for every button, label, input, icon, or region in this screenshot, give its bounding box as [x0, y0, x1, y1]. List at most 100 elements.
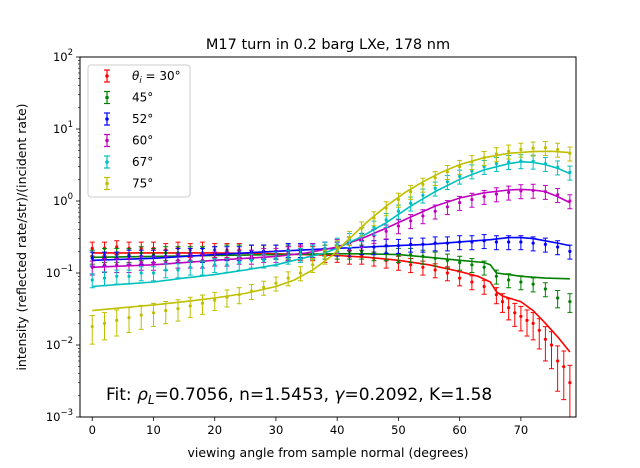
- marker: [543, 287, 547, 291]
- marker: [507, 160, 511, 164]
- marker: [372, 225, 376, 229]
- data-point: [175, 263, 181, 279]
- marker: [568, 300, 572, 304]
- marker: [176, 307, 180, 311]
- marker: [102, 263, 107, 267]
- marker: [500, 300, 505, 304]
- data-point: [469, 155, 475, 171]
- marker: [298, 271, 303, 275]
- marker: [494, 274, 498, 278]
- marker: [409, 263, 413, 267]
- marker: [127, 274, 131, 278]
- data-point: [199, 294, 205, 315]
- data-point: [469, 258, 475, 274]
- x-tick-label: 40: [330, 423, 345, 437]
- marker: [225, 295, 229, 299]
- data-point: [506, 235, 512, 251]
- marker: [568, 170, 572, 174]
- legend-marker: [105, 160, 109, 164]
- data-point: [506, 144, 512, 160]
- data-point: [114, 269, 120, 285]
- marker: [409, 219, 413, 223]
- marker: [151, 271, 156, 275]
- marker: [249, 289, 254, 293]
- marker: [494, 293, 498, 297]
- marker: [102, 321, 107, 325]
- legend-entry: 60°: [104, 134, 153, 148]
- y-tick-label: 102: [53, 48, 73, 64]
- marker: [372, 245, 376, 249]
- marker: [537, 328, 541, 332]
- data-point: [567, 364, 573, 417]
- marker: [262, 285, 266, 290]
- data-point: [457, 271, 463, 287]
- marker: [519, 189, 523, 193]
- data-point: [89, 260, 95, 276]
- x-tick-label: 30: [269, 423, 284, 437]
- legend-label: 67°: [132, 155, 153, 169]
- data-point: [444, 236, 450, 252]
- marker: [556, 359, 560, 363]
- data-point: [506, 185, 512, 201]
- data-point: [432, 251, 438, 267]
- data-point: [506, 298, 512, 321]
- data-point: [469, 235, 475, 251]
- data-point: [481, 189, 487, 205]
- marker: [470, 197, 474, 202]
- marker: [470, 240, 474, 244]
- data-point: [457, 235, 463, 251]
- marker: [470, 160, 474, 164]
- data-point: [549, 331, 555, 370]
- marker: [188, 265, 192, 269]
- data-point: [555, 160, 561, 176]
- marker: [494, 162, 498, 166]
- marker: [482, 284, 486, 289]
- data-point: [261, 253, 267, 269]
- marker: [421, 254, 425, 259]
- data-point: [273, 276, 279, 292]
- x-tick-label: 70: [514, 423, 529, 437]
- marker: [531, 321, 535, 325]
- data-point: [187, 296, 193, 319]
- legend-label: 60°: [132, 134, 153, 148]
- marker: [519, 280, 523, 284]
- marker: [396, 224, 401, 228]
- data-point: [236, 255, 242, 271]
- marker: [372, 216, 376, 220]
- data-point: [322, 249, 328, 265]
- legend-entry: 75°: [104, 177, 153, 191]
- marker: [525, 318, 529, 322]
- marker: [311, 263, 315, 267]
- y-tick-label: 10−3: [46, 408, 73, 424]
- series-5: [89, 140, 573, 345]
- data-point: [493, 147, 499, 163]
- data-point: [285, 249, 291, 265]
- data-point: [444, 165, 450, 180]
- legend-marker: [105, 117, 109, 121]
- data-point: [444, 253, 450, 269]
- marker: [494, 240, 498, 244]
- data-point: [138, 266, 144, 282]
- data-point: [150, 302, 156, 327]
- data-point: [518, 275, 524, 291]
- data-point: [542, 326, 548, 362]
- marker: [445, 241, 450, 245]
- marker: [433, 209, 437, 213]
- marker: [176, 258, 180, 262]
- marker: [445, 258, 450, 262]
- marker: [556, 165, 560, 169]
- marker: [176, 268, 180, 272]
- x-tick-label: 0: [89, 423, 96, 437]
- legend-entry: 52°: [104, 112, 153, 126]
- data-point: [481, 279, 487, 295]
- marker: [543, 337, 547, 341]
- data-point: [555, 289, 561, 309]
- marker: [151, 260, 156, 265]
- marker: [90, 265, 94, 269]
- marker: [445, 180, 450, 184]
- data-point: [371, 211, 377, 227]
- data-point: [506, 273, 512, 289]
- marker: [445, 205, 450, 209]
- marker: [519, 314, 523, 318]
- data-point: [457, 255, 463, 271]
